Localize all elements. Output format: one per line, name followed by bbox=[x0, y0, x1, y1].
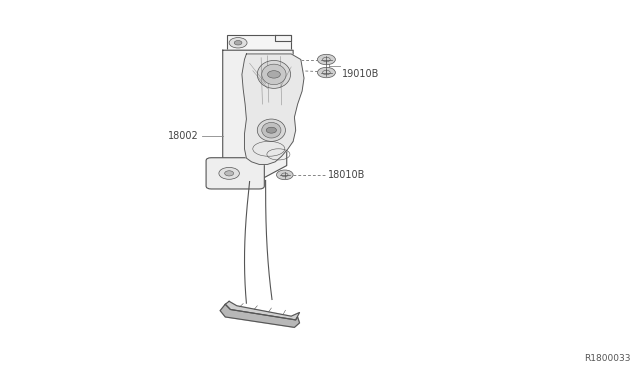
Polygon shape bbox=[225, 301, 300, 320]
Text: 18002: 18002 bbox=[168, 131, 198, 141]
Text: 19010B: 19010B bbox=[342, 69, 380, 79]
FancyBboxPatch shape bbox=[206, 158, 264, 189]
FancyBboxPatch shape bbox=[227, 35, 291, 50]
Polygon shape bbox=[275, 35, 291, 41]
Polygon shape bbox=[220, 304, 300, 327]
Ellipse shape bbox=[257, 119, 285, 141]
Circle shape bbox=[225, 171, 234, 176]
Circle shape bbox=[219, 167, 239, 179]
Polygon shape bbox=[242, 54, 304, 164]
Circle shape bbox=[317, 54, 335, 65]
Circle shape bbox=[268, 71, 280, 78]
Ellipse shape bbox=[262, 64, 286, 85]
Text: 18010B: 18010B bbox=[328, 170, 365, 180]
Ellipse shape bbox=[262, 122, 281, 138]
Circle shape bbox=[229, 38, 247, 48]
Text: R1800033: R1800033 bbox=[584, 354, 630, 363]
Circle shape bbox=[266, 127, 276, 133]
Circle shape bbox=[317, 67, 335, 78]
Circle shape bbox=[234, 41, 242, 45]
Polygon shape bbox=[223, 50, 293, 180]
Ellipse shape bbox=[257, 61, 291, 89]
Circle shape bbox=[276, 170, 293, 180]
